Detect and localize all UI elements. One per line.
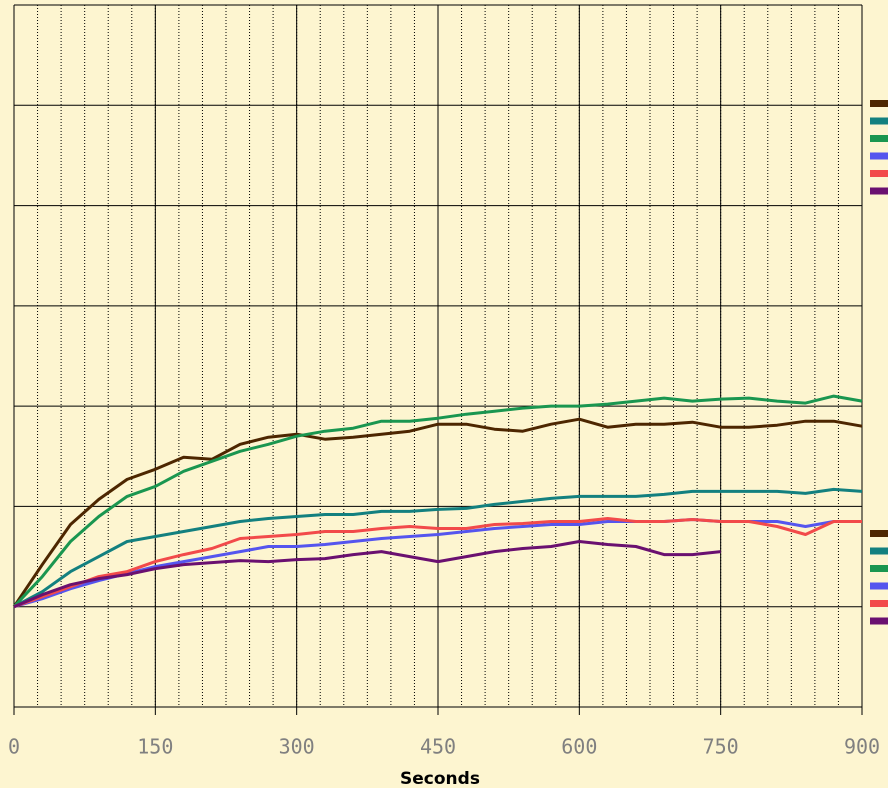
x-tick-label: 150 (137, 735, 173, 759)
x-axis-label: Seconds (400, 769, 480, 788)
x-tick-label: 300 (279, 735, 315, 759)
legend-swatch (870, 617, 888, 625)
x-tick-label: 450 (420, 735, 456, 759)
legend-swatch (870, 547, 888, 555)
legend-swatch (870, 135, 888, 142)
legend-swatch (870, 530, 888, 537)
legend-swatch (870, 152, 888, 160)
legend-swatch (870, 600, 888, 607)
series-line (12, 417, 863, 608)
legend-swatch (870, 100, 888, 107)
x-tick-label: 600 (561, 735, 597, 759)
legend-swatch (870, 582, 888, 590)
legend-swatch (870, 565, 888, 572)
legend-swatch (870, 170, 888, 177)
x-tick-label: 750 (703, 735, 739, 759)
series-line (12, 394, 863, 608)
series-line (13, 540, 721, 609)
legend-swatch (870, 117, 888, 125)
x-tick-label: 0 (8, 735, 20, 759)
series-line (13, 487, 863, 609)
x-tick-label: 900 (844, 735, 880, 759)
legend-swatch (870, 187, 888, 195)
series-line (13, 517, 862, 609)
